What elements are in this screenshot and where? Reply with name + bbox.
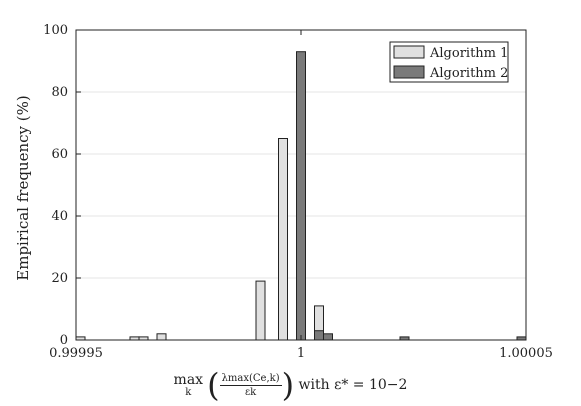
x-tick-label: 0.99995 <box>49 346 103 361</box>
legend-swatch <box>393 65 425 79</box>
x-label-numerator: λmax(Ce,k) <box>219 372 282 386</box>
legend-label: Algorithm 1 <box>429 46 508 61</box>
x-tick-label: 1 <box>297 346 305 361</box>
x-axis-label: max k (λmax(Ce,k) εk) with ε* = 10−2 <box>0 366 581 404</box>
bar-series-1 <box>255 280 266 341</box>
x-label-denominator: εk <box>244 386 257 398</box>
y-tick-label: 100 <box>43 23 68 38</box>
x-tick-label: 1.00005 <box>499 346 553 361</box>
x-label-max: max k <box>174 372 204 398</box>
legend-label: Algorithm 2 <box>429 66 508 81</box>
x-label-max-word: max <box>173 372 204 388</box>
y-axis-ticks: 0 20 40 60 80 100 <box>43 23 81 348</box>
y-tick-label: 40 <box>51 209 68 224</box>
y-tick-label: 80 <box>51 85 68 100</box>
x-label-max-subscript: k <box>185 387 192 398</box>
legend: Algorithm 1 Algorithm 2 <box>389 41 509 83</box>
bar-series-1 <box>156 333 167 341</box>
bar-series-2 <box>314 330 324 341</box>
x-label-open-paren: ( <box>207 366 220 404</box>
x-label-close-paren: ) <box>281 366 295 404</box>
histogram-bars <box>75 51 527 341</box>
y-tick-label: 0 <box>60 333 68 348</box>
legend-swatch <box>393 45 425 59</box>
x-label-rest: with ε* = 10−2 <box>298 377 408 393</box>
x-axis-ticks: 0.99995 1 1.00005 <box>49 30 553 361</box>
y-tick-label: 20 <box>51 271 68 286</box>
bar-series-1 <box>278 138 288 341</box>
x-label-fraction: λmax(Ce,k) εk <box>219 372 282 398</box>
bar-series-2 <box>323 333 333 341</box>
y-tick-label: 60 <box>51 147 68 162</box>
y-axis-label: Empirical frequency (%) <box>14 95 32 280</box>
bar-series-2 <box>296 51 306 341</box>
